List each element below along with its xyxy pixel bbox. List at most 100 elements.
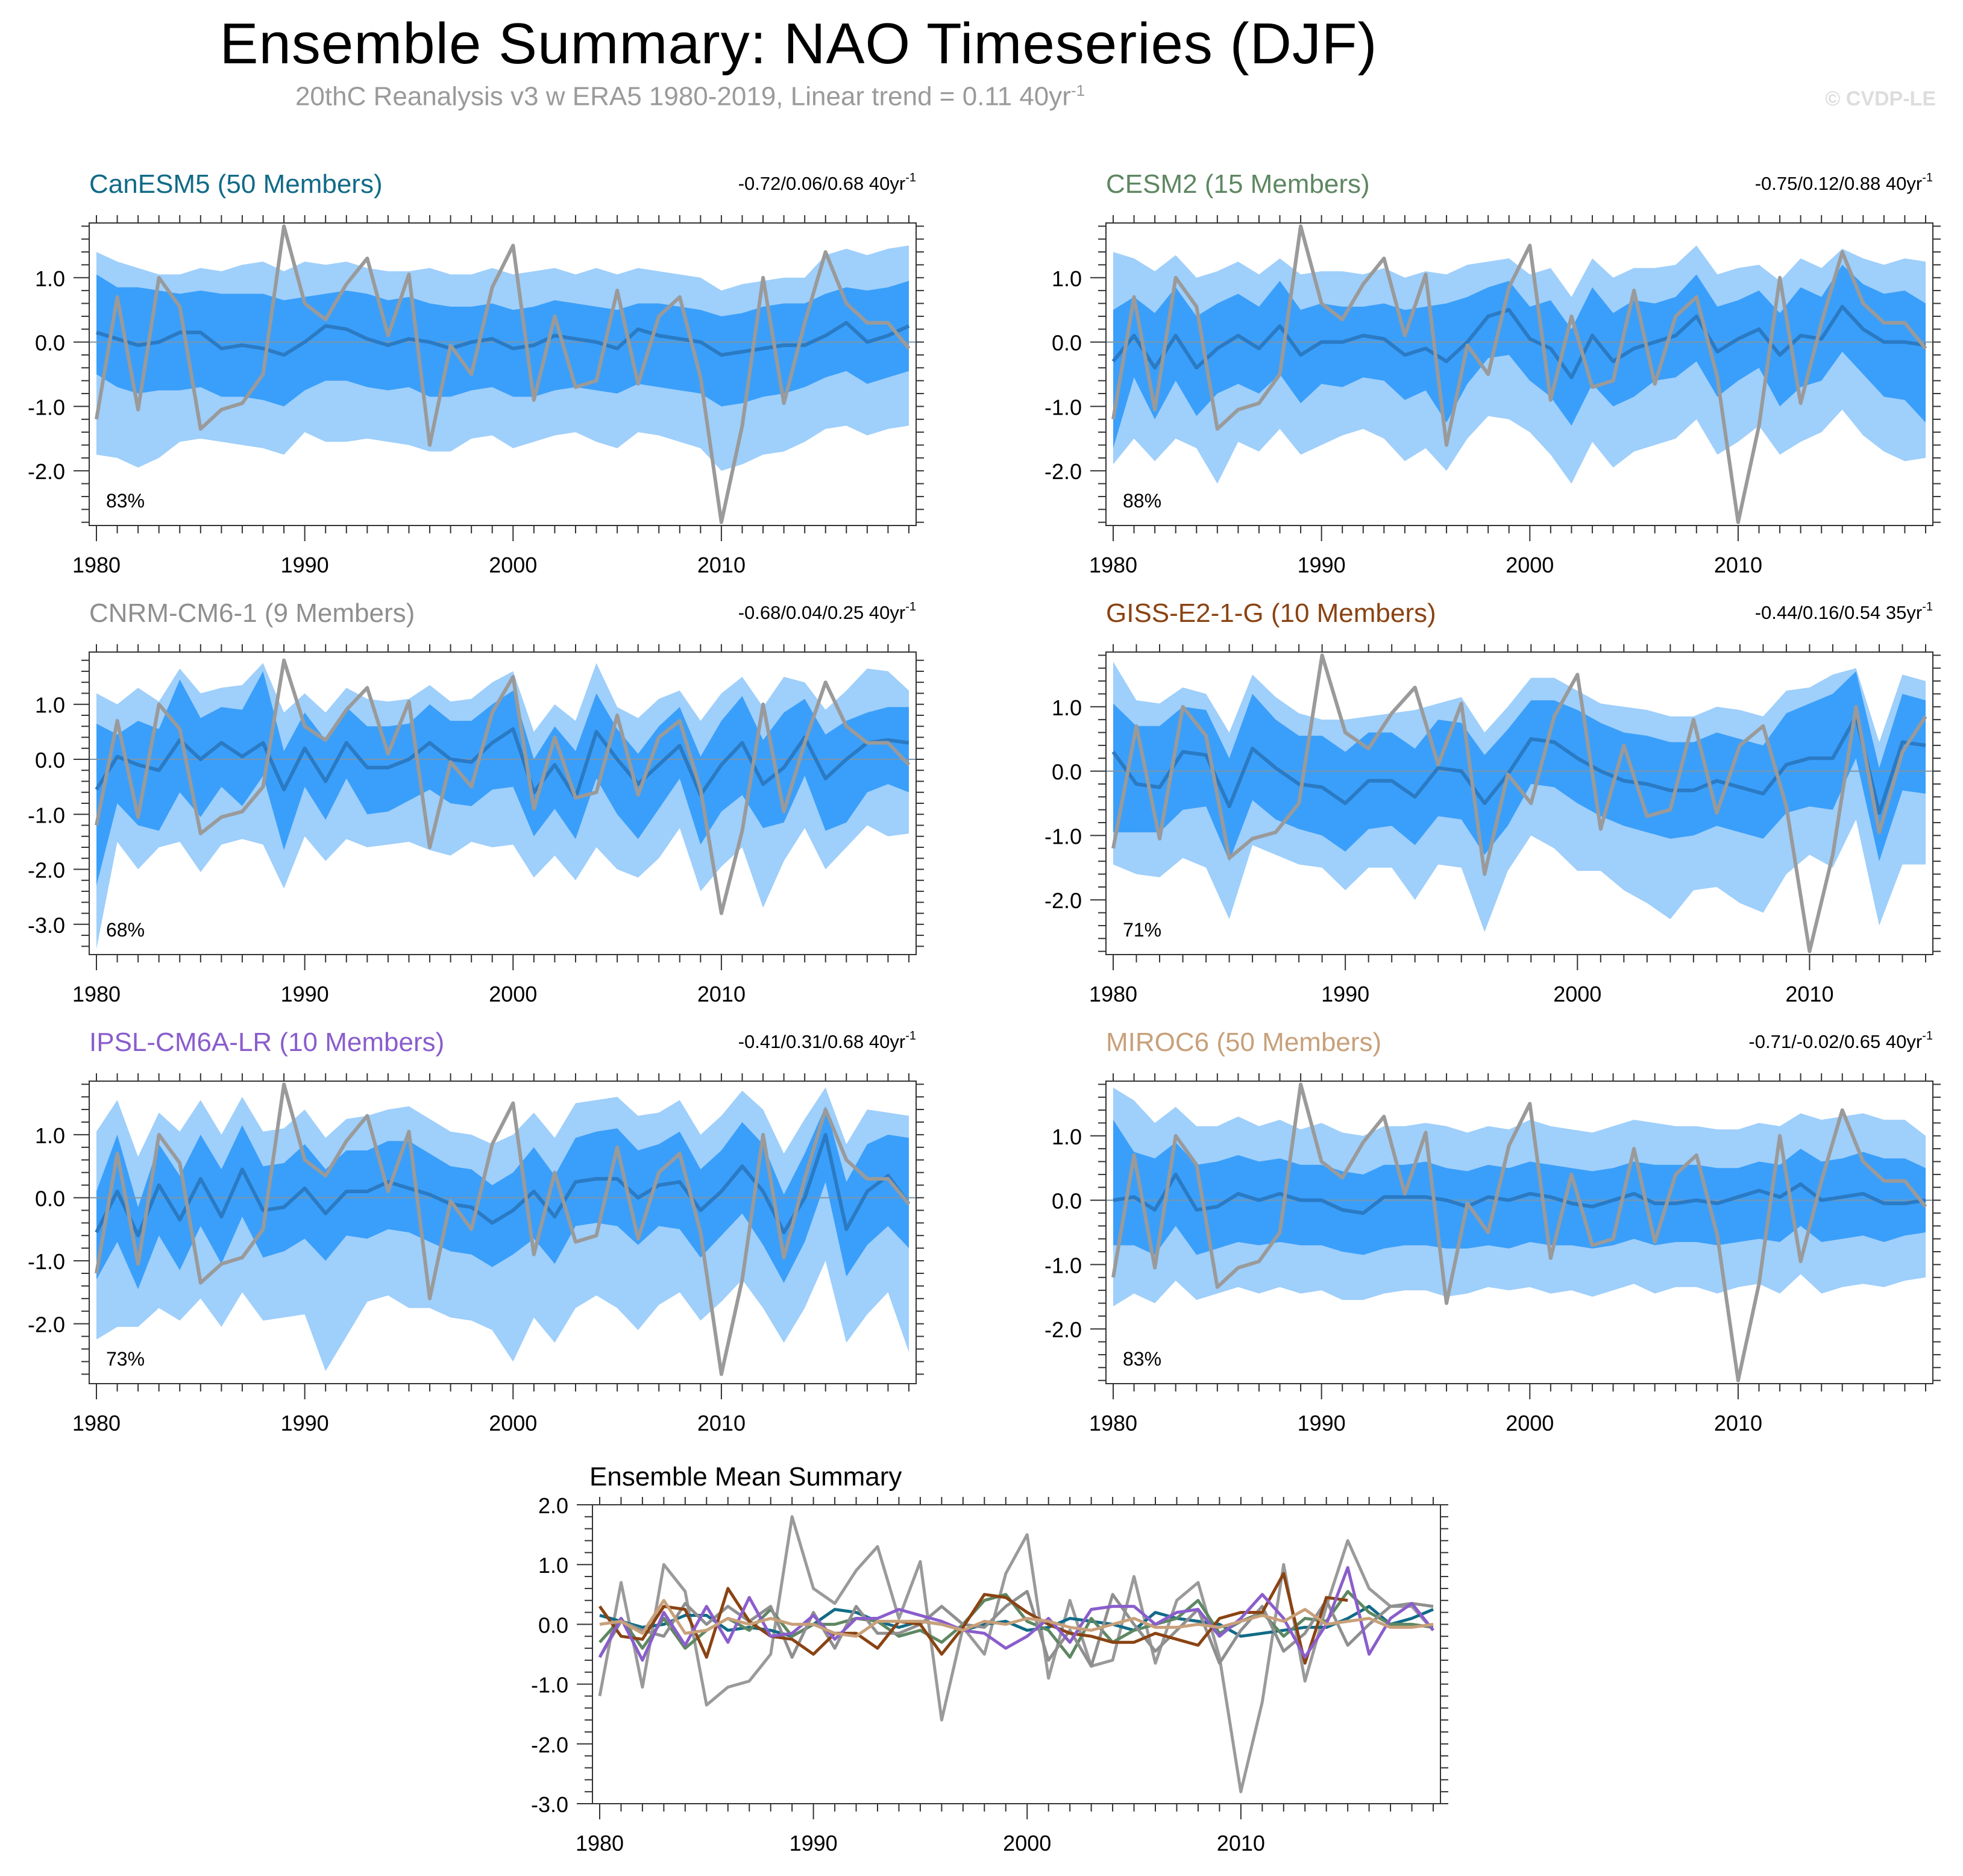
trend-label: -0.71/-0.02/0.65 40yr-1	[1748, 1029, 1933, 1052]
series-line-5	[598, 1572, 1348, 1665]
trend-label: -0.44/0.16/0.54 35yr-1	[1755, 600, 1933, 623]
plot-frame	[1105, 651, 1933, 955]
panel-title: Ensemble Mean Summary	[589, 1462, 902, 1492]
x-tick-label: 2010	[697, 982, 746, 1006]
panel-title: IPSL-CM6A-LR (10 Members)	[89, 1027, 444, 1057]
trend-value: -0.71/-0.02/0.65 40yr	[1748, 1031, 1922, 1052]
percent-label: 83%	[1123, 1348, 1161, 1370]
percent-label: 73%	[106, 1348, 145, 1370]
plot-area	[598, 1515, 1434, 1793]
y-tick-label: 1.0	[538, 1553, 568, 1578]
y-tick-label: 1.0	[1052, 695, 1082, 720]
x-tick-label: 1980	[1089, 553, 1137, 577]
y-tick-label: 1.0	[35, 1123, 65, 1148]
y-tick-label: -1.0	[1044, 824, 1082, 849]
trend-exponent: -1	[905, 171, 916, 184]
percent-label: 71%	[1123, 919, 1161, 941]
trend-label: -0.72/0.06/0.68 40yr-1	[738, 171, 916, 194]
trend-exponent: -1	[1922, 171, 1933, 184]
x-tick-label: 1990	[281, 553, 329, 577]
trend-value: -0.72/0.06/0.68 40yr	[738, 173, 905, 194]
observation-line	[1111, 224, 1927, 524]
y-tick-label: -2.0	[28, 858, 65, 883]
x-tick-label: 2000	[1003, 1831, 1051, 1856]
y-tick-label: -1.0	[28, 803, 65, 827]
percent-label: 83%	[106, 490, 145, 512]
ensemble-mean-line	[1111, 714, 1926, 815]
panel-7: 2.0 1.0 0.0 -1.0 -2.0 -3.0 1980 1990 2000 2010 Ens…	[531, 1462, 1448, 1856]
x-tick-label: 2010	[1714, 1411, 1762, 1435]
plot-frame	[89, 222, 917, 526]
axis-ticks	[74, 1073, 924, 1399]
y-tick-label: -2.0	[1044, 459, 1082, 484]
x-tick-label: 1990	[281, 982, 329, 1006]
plot-area	[1106, 1082, 1933, 1382]
y-tick-label: 1.0	[1052, 1125, 1082, 1149]
series-line-7	[599, 1599, 1434, 1638]
panel-title: CESM2 (15 Members)	[1106, 169, 1370, 199]
trend-value: -0.68/0.04/0.25 40yr	[738, 602, 905, 623]
y-tick-label: -2.0	[531, 1733, 568, 1757]
panel-1: 1.0 0.0 -1.0 -2.0 1980 1990 2000 2010 CanESM5 (5…	[28, 169, 924, 577]
axis-ticks	[1090, 1073, 1941, 1399]
panel-title: MIROC6 (50 Members)	[1106, 1027, 1381, 1057]
y-tick-label: 0.0	[1052, 331, 1082, 356]
plot-frame	[89, 1081, 917, 1384]
x-tick-label: 1980	[1089, 982, 1137, 1006]
x-tick-label: 2000	[1553, 982, 1601, 1006]
y-tick-label: -1.0	[1044, 395, 1082, 419]
y-tick-label: -2.0	[1044, 1317, 1082, 1342]
series-line-4	[598, 1590, 1434, 1668]
inner-spread-band	[96, 274, 909, 407]
y-tick-label: -2.0	[28, 1313, 65, 1337]
trend-exponent: -1	[905, 600, 916, 613]
observation-line	[1111, 653, 1927, 953]
trend-label: -0.75/0.12/0.88 40yr-1	[1755, 171, 1933, 194]
subtitle-text: 20thC Reanalysis v3 w ERA5 1980-2019, Li…	[295, 81, 1071, 111]
trend-value: -0.44/0.16/0.54 35yr	[1755, 602, 1922, 623]
percent-label: 68%	[106, 919, 145, 941]
y-tick-label: -1.0	[28, 1249, 65, 1274]
panel-6: 1.0 0.0 -1.0 -2.0 1980 1990 2000 2010 MIROC6 (50…	[1044, 1027, 1941, 1435]
x-tick-label: 2010	[1217, 1831, 1265, 1856]
trend-value: -0.75/0.12/0.88 40yr	[1755, 173, 1922, 194]
plot-area	[89, 224, 916, 524]
panel-4: 1.0 0.0 -1.0 -2.0 1980 1990 2000 2010 GISS-E2-1-…	[1044, 598, 1941, 1006]
axis-ticks	[74, 215, 924, 541]
axis-ticks	[1090, 215, 1941, 541]
y-tick-label: 1.0	[35, 266, 65, 291]
panel-title: CanESM5 (50 Members)	[89, 169, 383, 199]
page-subtitle: 20thC Reanalysis v3 w ERA5 1980-2019, Li…	[0, 81, 1380, 112]
x-tick-label: 1980	[72, 982, 121, 1006]
trend-exponent: -1	[905, 1029, 916, 1043]
plot-area	[1106, 653, 1933, 953]
y-tick-label: -2.0	[28, 459, 65, 484]
y-tick-label: -1.0	[1044, 1253, 1082, 1278]
trend-label: -0.68/0.04/0.25 40yr-1	[738, 600, 916, 623]
y-tick-label: -3.0	[531, 1792, 568, 1817]
trend-exponent: -1	[1922, 600, 1933, 613]
x-tick-label: 1990	[281, 1411, 329, 1435]
axis-ticks	[1090, 644, 1941, 970]
x-tick-label: 1980	[576, 1831, 624, 1856]
y-tick-label: 0.0	[35, 1186, 65, 1211]
x-tick-label: 2010	[1785, 982, 1833, 1006]
panel-title: GISS-E2-1-G (10 Members)	[1106, 598, 1436, 628]
trend-exponent: -1	[1922, 1029, 1933, 1043]
y-tick-label: -1.0	[28, 395, 65, 419]
panel-3: 1.0 0.0 -1.0 -2.0 -3.0 1980 1990 2000 2010 CNRM-C…	[28, 598, 924, 1006]
x-tick-label: 1990	[1298, 553, 1346, 577]
panel-title: CNRM-CM6-1 (9 Members)	[89, 598, 415, 628]
observation-line	[95, 1082, 911, 1376]
x-tick-label: 2010	[697, 553, 746, 577]
y-tick-label: 0.0	[1052, 1189, 1082, 1214]
y-tick-label: -3.0	[28, 913, 65, 938]
x-tick-label: 1990	[790, 1831, 838, 1856]
plot-area	[1106, 224, 1933, 524]
x-tick-label: 2000	[489, 1411, 537, 1435]
axis-ticks	[74, 644, 924, 970]
y-tick-label: 1.0	[1052, 266, 1082, 291]
inner-spread-band	[1113, 265, 1926, 448]
series-line-3	[598, 1590, 1434, 1659]
x-tick-label: 1980	[72, 553, 121, 577]
